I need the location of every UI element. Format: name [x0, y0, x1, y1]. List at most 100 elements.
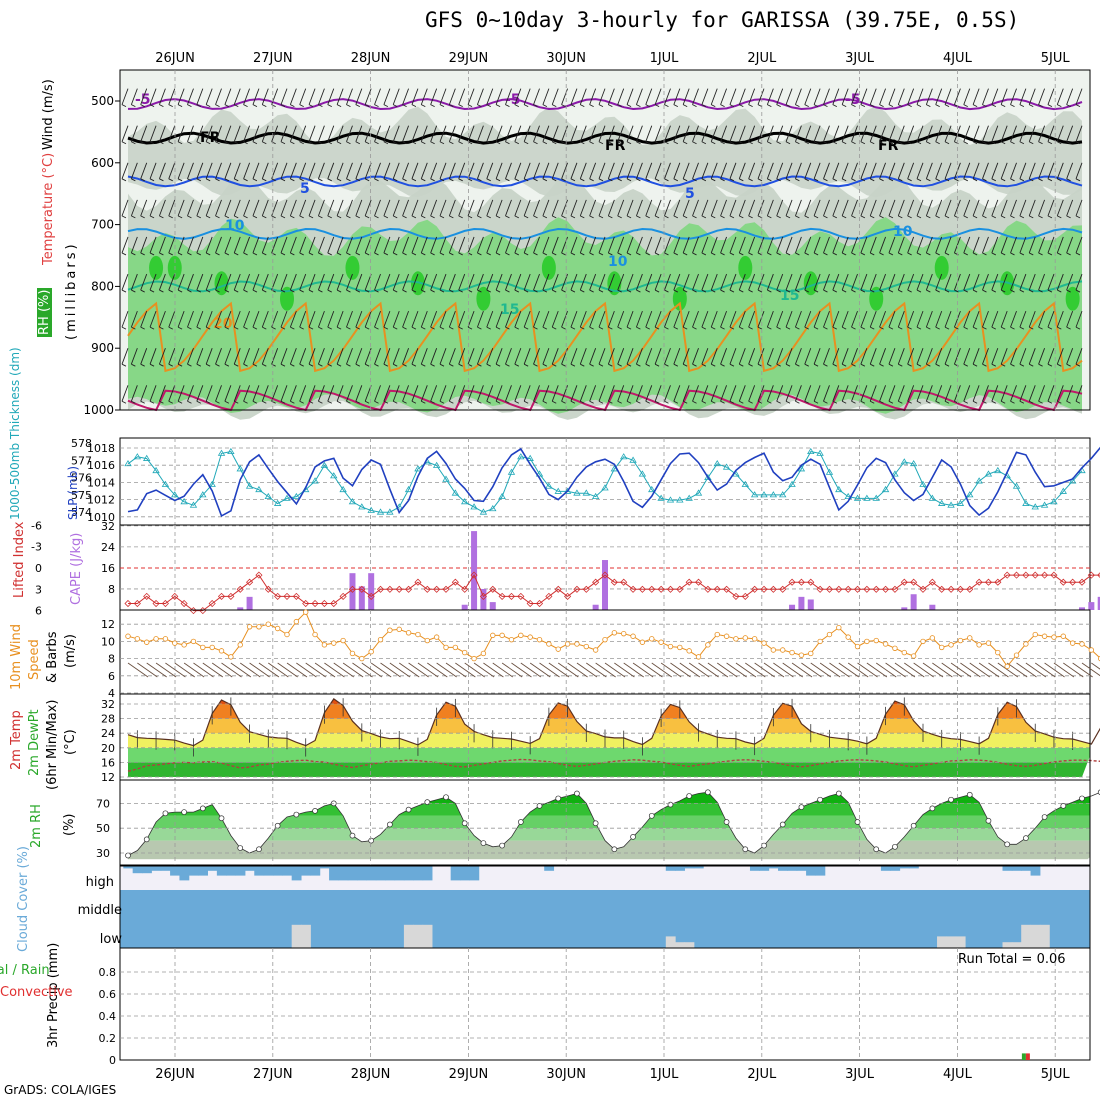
cloud-high-bar [460, 866, 470, 881]
rh-band [128, 840, 1090, 860]
wind10-point [976, 642, 982, 648]
wind-barb [299, 348, 307, 365]
wind-barb-flag [748, 215, 753, 219]
wind-barb-flag [318, 215, 323, 219]
wind10-point [293, 618, 300, 625]
wind-barb [130, 348, 138, 365]
wind-barb [224, 199, 232, 217]
wind-barb [430, 88, 438, 105]
wind-barb-flag [636, 326, 641, 330]
wind-barb-flag [449, 104, 454, 108]
wind-barb-flag [121, 400, 127, 404]
thickness-point [629, 456, 637, 463]
wind-barb-flag [991, 141, 997, 145]
wind-barb-flag [224, 326, 230, 330]
wind-barb-flag [467, 104, 473, 108]
wind-barb-flag [1038, 252, 1043, 256]
wind-barb [570, 385, 578, 402]
wind-barb [645, 236, 653, 254]
wind-barb-flag [972, 104, 978, 108]
li-point [825, 585, 834, 593]
wind10-barb [1044, 662, 1065, 678]
wind10-point [677, 644, 683, 651]
wind-barb-flag [439, 104, 445, 108]
wind10-point [1088, 647, 1095, 653]
temp-band [128, 762, 1090, 777]
wind-barb-flag [972, 400, 978, 404]
wind-barb-flag [720, 400, 725, 404]
wind-barb [673, 273, 681, 291]
wind-barb [1038, 199, 1046, 217]
wind-barb [776, 125, 784, 142]
wind-barb-flag [318, 400, 323, 404]
wind-barb [336, 273, 344, 291]
wind-barb [720, 236, 728, 254]
wind-barb [392, 236, 400, 254]
wind-barb [1010, 88, 1017, 105]
wind-barb [486, 385, 494, 402]
wind-barb [944, 236, 952, 254]
cloud-high-bar [329, 866, 339, 881]
wind10-frame [119, 609, 1091, 695]
upper-frame [119, 69, 1091, 411]
cloud-high-bar [160, 866, 171, 871]
wind-barb [467, 385, 475, 402]
wind-barb-flag [860, 326, 866, 330]
wind-barb [355, 236, 363, 254]
wind-barb-flag [776, 400, 781, 404]
wind-barb-flag [290, 363, 295, 367]
wind-barb-flag [252, 178, 258, 182]
thickness-point [133, 453, 142, 460]
wind-barb-flag [449, 178, 454, 182]
rh-point [761, 842, 767, 849]
li-point [489, 585, 497, 593]
wind-barb [738, 162, 746, 179]
wind-barb-flag [664, 141, 669, 145]
wind-barb [888, 88, 896, 105]
wind-barb-flag [514, 326, 520, 330]
wind-barb [869, 236, 877, 254]
wind-barb-flag [1000, 400, 1006, 404]
wind-barb-flag [383, 289, 389, 293]
wind-barb-flag [972, 252, 978, 256]
wind-barb [701, 199, 709, 217]
label-precip-total: Total / Rain [0, 963, 50, 978]
wind-barb [177, 236, 185, 254]
wind-barb-flag [898, 215, 903, 219]
thickness-point [358, 503, 366, 510]
wind-barb [495, 162, 503, 179]
wind-barb [1019, 310, 1027, 328]
rh-point [349, 832, 356, 839]
wind-barb-flag [739, 363, 744, 367]
wind-barb-flag [982, 289, 987, 293]
thickness-point [330, 472, 338, 479]
wind-barb-flag [748, 104, 753, 108]
wind-barb-flag [1019, 178, 1025, 182]
wind-barb [682, 348, 690, 365]
wind-barb [851, 310, 858, 328]
wind-barb [1000, 273, 1008, 291]
wind-barb-flag [290, 215, 295, 219]
wind10-barb [211, 662, 233, 678]
wind-barb [374, 385, 381, 402]
wind-barb [673, 125, 681, 142]
wind-barb-flag [1000, 326, 1006, 330]
wind-barb [383, 385, 391, 402]
wind-barb-flag [215, 252, 220, 256]
wind-barb [738, 125, 746, 142]
wind-barb-flag [458, 141, 463, 145]
wind-barb-flag [598, 178, 604, 182]
wind-barb-flag [243, 400, 248, 404]
wind-barb-flag [234, 363, 239, 367]
rh-point [667, 801, 674, 808]
wind-barb [916, 310, 924, 328]
wind-barb-flag [795, 363, 800, 367]
wind-barb-flag [682, 252, 688, 256]
wind-barb [1019, 385, 1027, 402]
thickness-point [788, 480, 796, 487]
date-label-bottom: 1JUL [650, 1067, 680, 1082]
wind-barb-flag [879, 326, 884, 330]
wind-barb-flag [982, 104, 987, 108]
rh-point [162, 810, 169, 817]
wind-barb-flag [898, 252, 903, 256]
